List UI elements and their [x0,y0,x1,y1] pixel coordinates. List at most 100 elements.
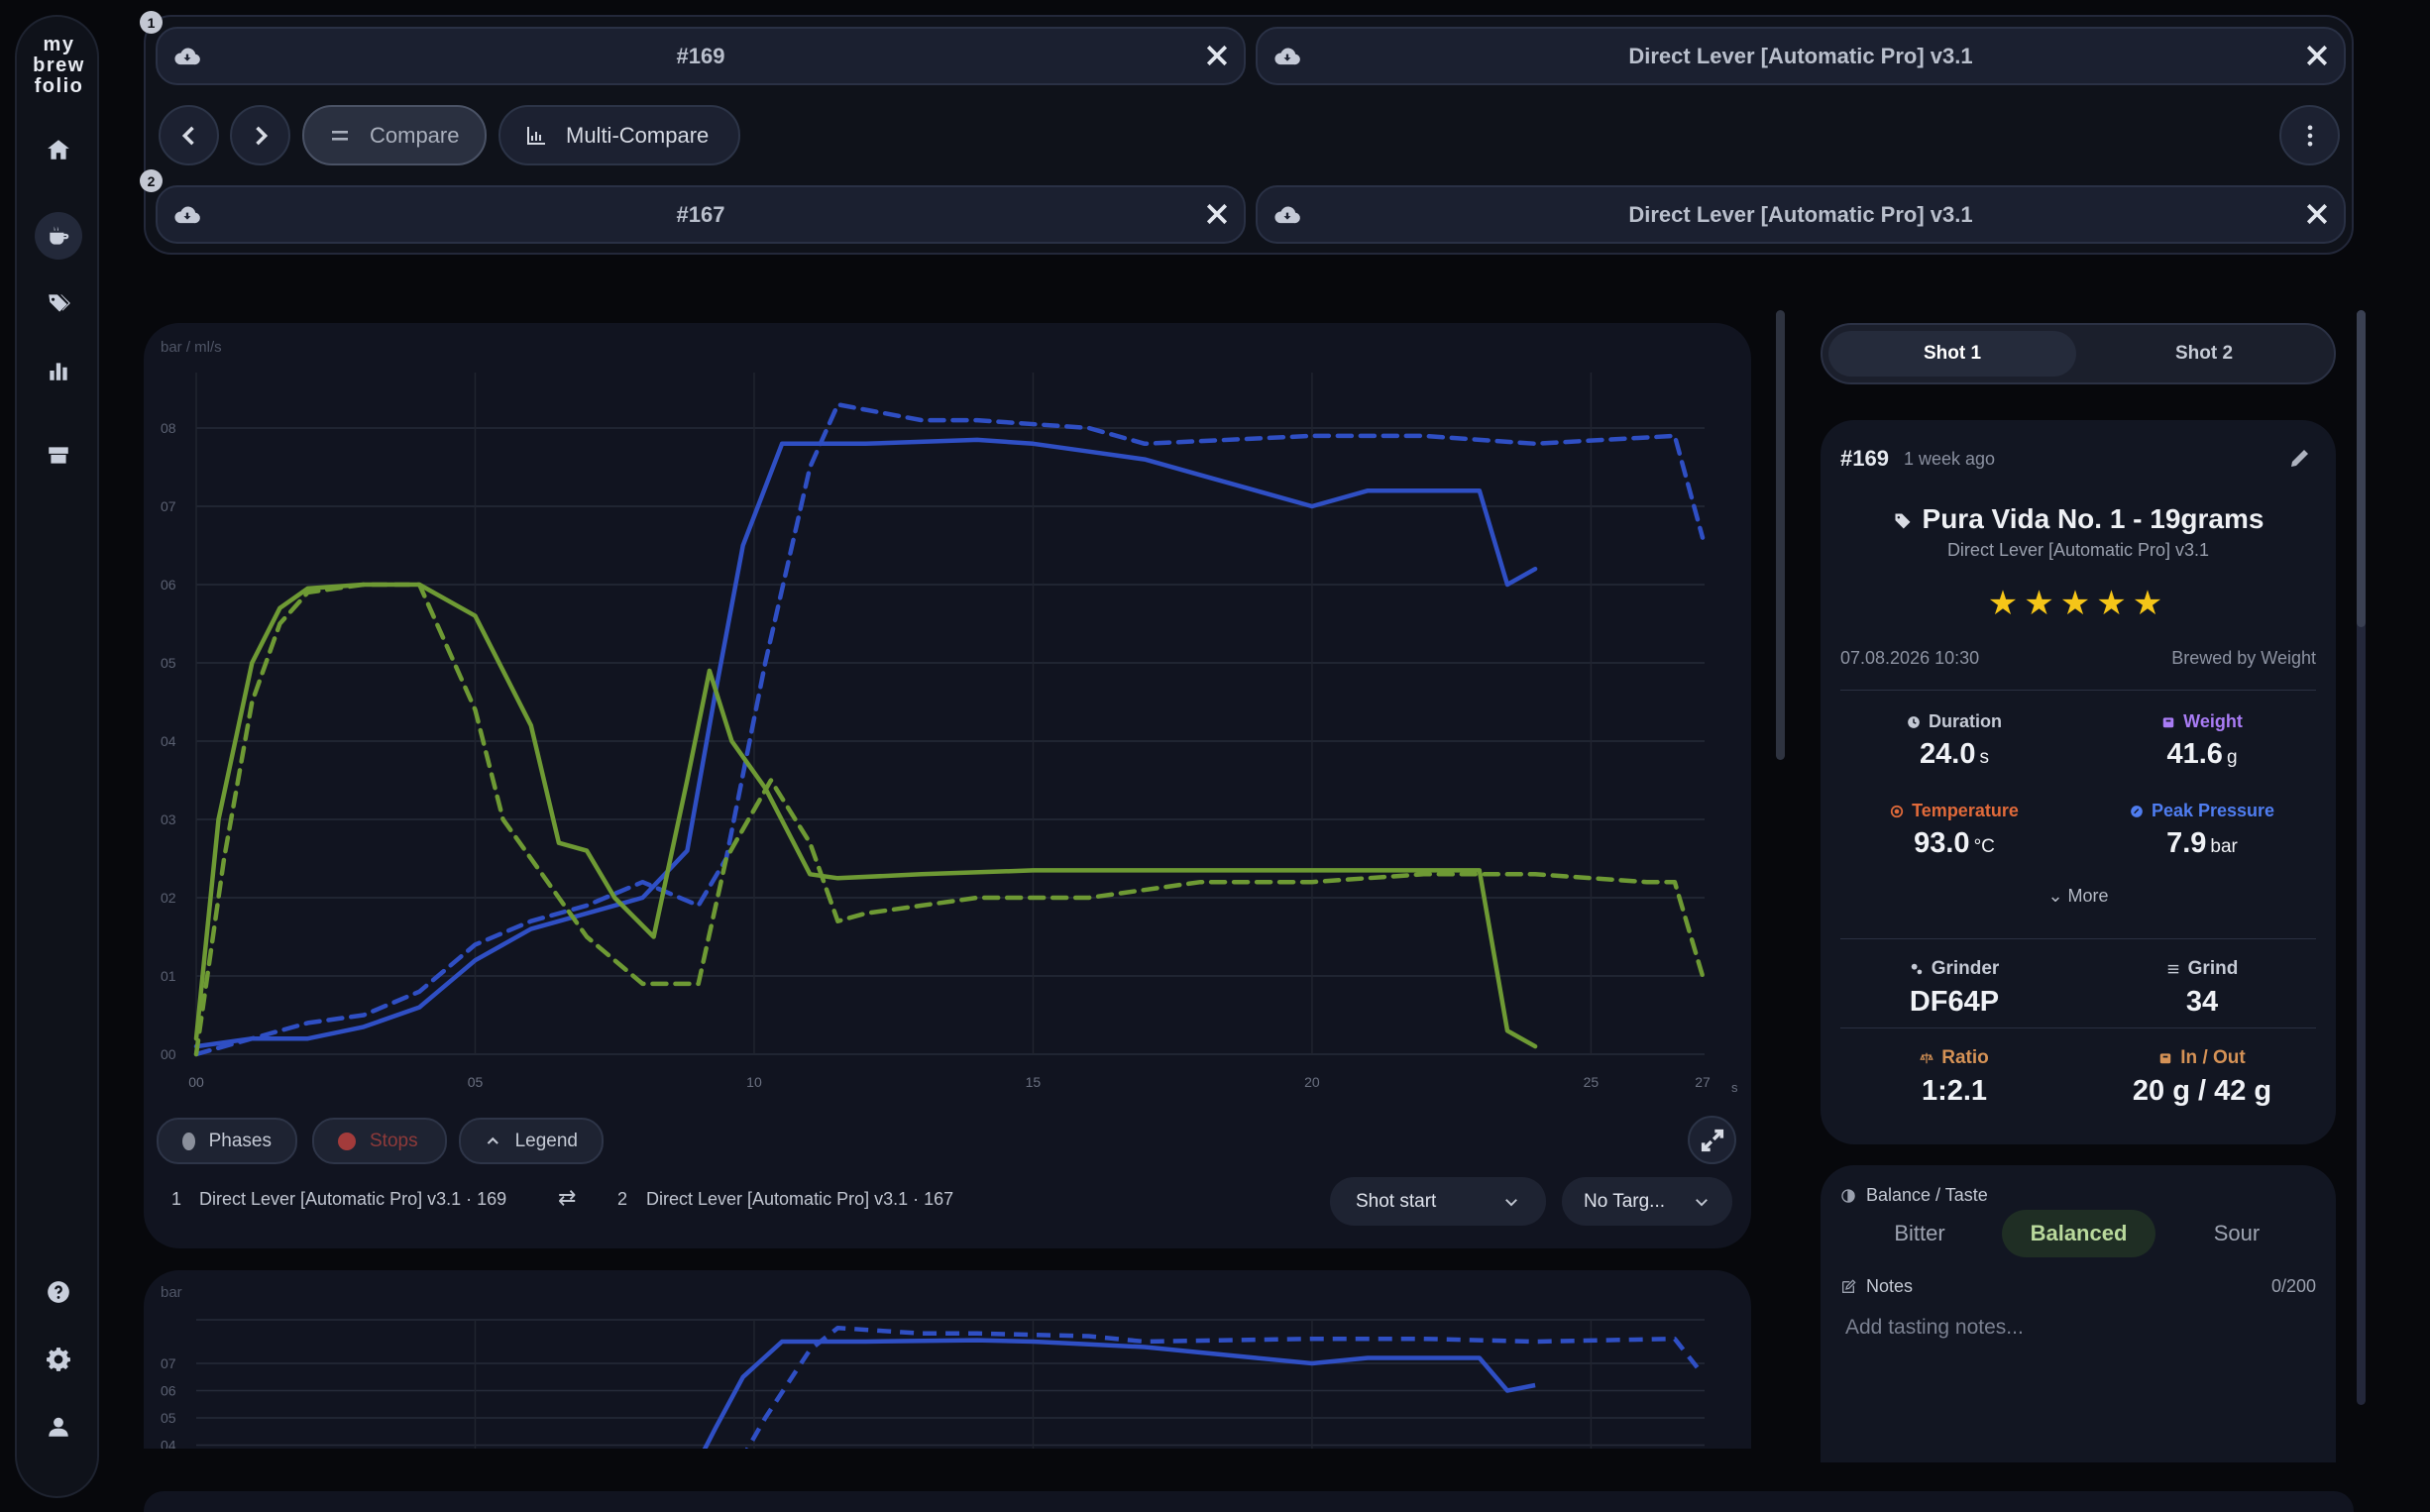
chevron-left-icon [181,126,194,145]
divider [1840,1027,2316,1028]
sidebar-item-shots[interactable] [35,212,82,260]
in-out-metric: In / Out 20 g / 42 g [2088,1047,2316,1108]
shot-tabs: Shot 1 Shot 2 [1821,323,2336,384]
notes-input[interactable]: Add tasting notes... [1845,1316,2024,1339]
sidebar-item-help[interactable] [35,1268,82,1316]
more-options-button[interactable] [2279,105,2340,165]
profile-2-selector[interactable]: Direct Lever [Automatic Pro] v3.1 [1256,185,2346,244]
more-button[interactable]: ⌄ More [2047,886,2109,906]
ratio-label: Ratio [1840,1047,2068,1069]
pressure-chart[interactable]: 07 06 05 04 [144,1270,1751,1449]
swap-shots-button[interactable]: ⇄ [558,1185,577,1210]
peak-pressure-label: Peak Pressure [2088,801,2316,821]
close-icon [1206,45,1228,66]
shot-comparison-chart[interactable]: 00 01 02 03 04 05 06 07 08 00 05 10 15 20 25 27 s [144,323,1751,1106]
cloud-icon [1273,201,1301,229]
multi-compare-button[interactable]: Multi-Compare [498,105,740,165]
flow-series-dashed [193,582,1706,1057]
page-scrollbar[interactable] [2357,310,2366,1405]
sidebar-item-stats[interactable] [35,347,82,394]
taste-sour[interactable]: Sour [2213,1221,2261,1245]
balance-icon [1841,1188,1855,1203]
compare-label: Compare [370,122,460,148]
shot-1-selector[interactable]: #169 [156,27,1246,85]
bean-name: Pura Vida No. 1 - 19grams [1922,503,2264,534]
compare-button[interactable]: Compare [302,105,487,165]
legend-label: Legend [514,1130,578,1151]
target-select[interactable]: No Targ... [1562,1177,1732,1226]
user-icon [49,1417,68,1437]
sidebar-item-home[interactable] [35,126,82,173]
phases-toggle[interactable]: Phases [157,1118,297,1164]
cloud-icon [173,43,201,70]
next-button[interactable] [230,105,290,165]
clear-profile-1-button[interactable] [2302,41,2332,70]
clear-profile-2-button[interactable] [2302,199,2332,229]
sliders-icon [2167,964,2178,974]
taste-balanced[interactable]: Balanced [2002,1210,2155,1257]
taste-bitter[interactable]: Bitter [1894,1221,1945,1245]
coffee-cup-icon [50,226,69,245]
profile-1-selector[interactable]: Direct Lever [Automatic Pro] v3.1 [1256,27,2346,85]
shot-2-id: #167 [676,201,725,227]
stops-toggle[interactable]: Stops [312,1118,447,1164]
taste-label: Balance / Taste [1840,1185,1988,1206]
notes-char-count: 0/200 [2270,1276,2316,1296]
machine-icon [49,447,68,464]
logo-line-1: my [43,34,75,55]
tags-icon [49,294,70,312]
pressure-series-solid [702,1338,1536,1449]
weight-label: Weight [2088,711,2316,732]
legend-shot-1: Direct Lever [Automatic Pro] v3.1 · 169 [199,1189,507,1209]
chevron-down-icon: ⌄ [2047,886,2068,906]
x-tick-label: 27 [1695,1074,1711,1090]
y-tick-label: 03 [161,811,176,827]
bean-title[interactable]: Pura Vida No. 1 - 19grams [1821,503,2336,535]
shot-chart-card: bar / ml/s 00 01 02 03 04 05 06 07 08 00 05 10 15 20 2… [144,323,1751,1248]
target-select-value: No Targ... [1584,1190,1666,1212]
fullscreen-button[interactable] [1688,1116,1736,1164]
previous-button[interactable] [159,105,219,165]
rating-stars[interactable]: ★★★★★ [1987,585,2169,622]
sidebar-item-profile[interactable] [35,1403,82,1451]
edit-note-icon [1842,1278,1856,1293]
clear-shot-2-button[interactable] [1202,199,1232,229]
stops-dot [338,1132,356,1150]
profile-1-name: Direct Lever [Automatic Pro] v3.1 [1628,43,1973,68]
clock-icon [1908,715,1920,728]
legend-shot-1-number: 1 [171,1189,182,1209]
app-logo[interactable]: my brew folio [17,35,101,97]
y-tick-label: 01 [161,968,176,984]
grinder-metric: Grinder DF64P [1840,958,2068,1019]
phases-dot [182,1132,195,1150]
temperature-metric: Temperature 93.0 °C [1840,801,2068,860]
sidebar-item-beans[interactable] [35,279,82,327]
grind-label: Grind [2088,958,2316,980]
page-scrollbar-thumb[interactable] [2357,310,2366,627]
pressure-chart-card: bar 07 06 05 04 [144,1270,1751,1449]
chart-scrollbar[interactable] [1776,310,1785,760]
tab-shot-1[interactable]: Shot 1 [1828,331,2076,377]
clear-shot-1-button[interactable] [1202,41,1232,70]
target-icon [1891,805,1904,817]
edit-shot-button[interactable] [2288,446,2312,470]
sidebar-item-machine[interactable] [35,431,82,479]
shot-2-selector[interactable]: #167 [156,185,1246,244]
y-tick-label: 06 [161,1383,176,1399]
temperature-value: 93.0 °C [1914,827,1995,859]
pencil-icon [2291,450,2308,467]
align-select[interactable]: Shot start [1330,1177,1546,1226]
flow-series-solid [193,582,1538,1049]
x-tick-label: 20 [1304,1074,1320,1090]
chart-icon [527,126,545,145]
y-tick-label: 02 [161,890,176,906]
tab-shot-2[interactable]: Shot 2 [2174,343,2234,364]
sidebar-item-settings[interactable] [35,1336,82,1383]
pressure-series-dashed [193,402,1706,1057]
brew-mode: Brewed by Weight [2171,648,2316,668]
y-tick-label: 04 [161,733,176,749]
more-vertical-icon [2307,125,2312,146]
legend-toggle[interactable]: Legend [459,1118,604,1164]
y-tick-label: 08 [161,420,176,436]
stops-label: Stops [370,1130,418,1151]
